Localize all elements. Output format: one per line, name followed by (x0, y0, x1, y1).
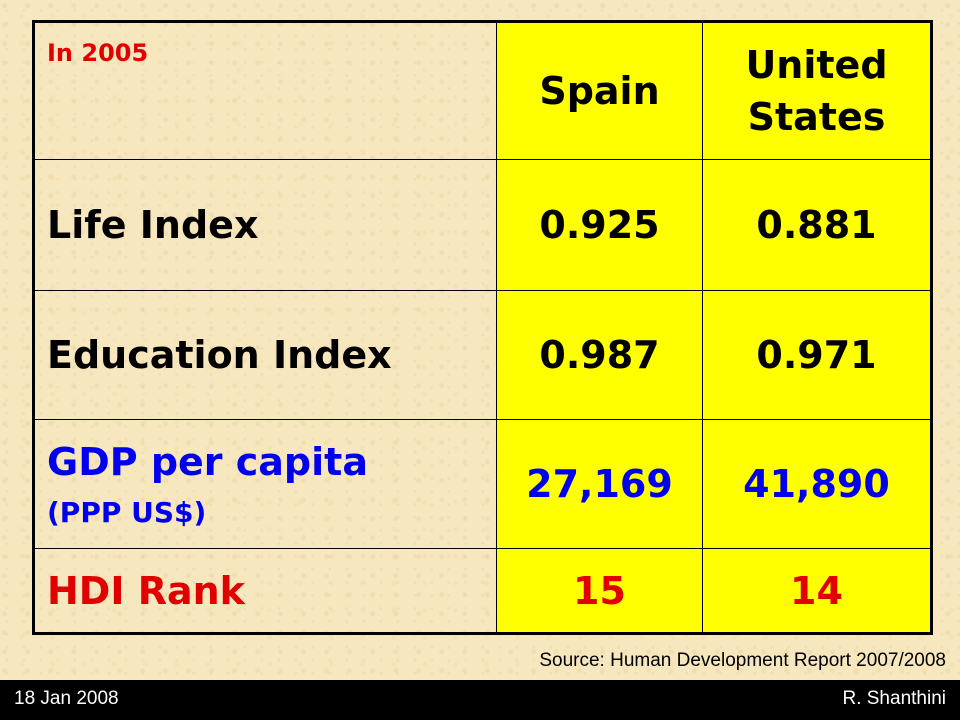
comparison-table: In 2005 Spain United States Life Index 0… (32, 20, 933, 635)
table-row: Education Index 0.987 0.971 (33, 290, 932, 420)
us-value: 0.881 (756, 203, 877, 247)
spain-value-cell: 0.987 (496, 290, 703, 420)
us-value-cell: 0.881 (702, 159, 932, 291)
us-value-cell: 14 (702, 548, 932, 634)
spain-value-cell: 27,169 (496, 419, 703, 549)
source-note: Source: Human Development Report 2007/20… (539, 650, 946, 671)
spain-value: 15 (573, 568, 626, 613)
us-value: 14 (790, 568, 843, 613)
us-header-cell: United States (702, 21, 932, 160)
spain-value: 27,169 (526, 462, 673, 506)
row-label-cell: HDI Rank (33, 548, 497, 634)
row-label-cell: Education Index (33, 290, 497, 420)
spain-header-cell: Spain (496, 21, 703, 160)
table-row: Life Index 0.925 0.881 (33, 159, 932, 291)
spain-value: 0.987 (539, 333, 660, 377)
row-label: GDP per capita (47, 440, 368, 484)
spain-value-cell: 15 (496, 548, 703, 634)
row-label: Education Index (47, 333, 392, 377)
spain-value-cell: 0.925 (496, 159, 703, 291)
us-value-cell: 41,890 (702, 419, 932, 549)
spain-header: Spain (539, 69, 660, 113)
row-label: HDI Rank (47, 568, 245, 613)
spain-value: 0.925 (539, 203, 660, 247)
table-row: HDI Rank 15 14 (33, 548, 932, 634)
row-sublabel: (PPP US$) (47, 496, 207, 529)
year-header-cell: In 2005 (33, 21, 497, 160)
us-value-cell: 0.971 (702, 290, 932, 420)
row-label-cell: Life Index (33, 159, 497, 291)
footer-author: R. Shanthini (842, 688, 946, 709)
footer-bar: 18 Jan 2008 R. Shanthini (0, 680, 960, 720)
year-label: In 2005 (47, 39, 149, 67)
footer-date: 18 Jan 2008 (14, 688, 119, 709)
row-label-cell: GDP per capita (PPP US$) (33, 419, 497, 549)
us-value: 41,890 (743, 462, 890, 506)
us-value: 0.971 (756, 333, 877, 377)
table-header-row: In 2005 Spain United States (33, 21, 932, 160)
table-row: GDP per capita (PPP US$) 27,169 41,890 (33, 419, 932, 549)
us-header: United States (745, 43, 888, 139)
row-label: Life Index (47, 203, 259, 247)
